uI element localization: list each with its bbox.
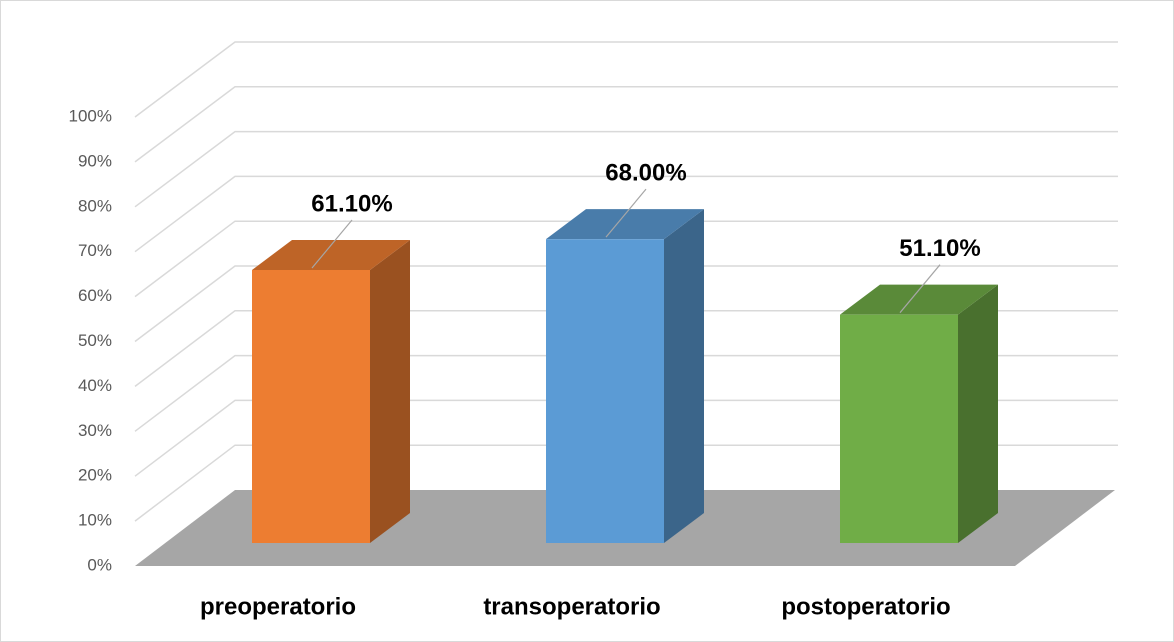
y-tick-label: 90% <box>78 151 112 170</box>
leader-line <box>899 264 941 314</box>
grid-line <box>134 86 1118 163</box>
grid-line <box>134 130 1118 208</box>
bar-top <box>546 209 704 240</box>
bar <box>840 314 958 543</box>
y-tick-label: 100% <box>69 106 112 125</box>
y-tick-label: 80% <box>78 196 112 215</box>
grid-line <box>134 444 1118 522</box>
value-label: 68.00% <box>605 160 686 187</box>
y-tick-label: 10% <box>78 511 112 530</box>
y-tick-label: 0% <box>87 555 112 574</box>
value-label: 61.10% <box>311 190 392 217</box>
bar-side <box>370 240 410 543</box>
y-tick-label: 70% <box>78 241 112 260</box>
y-tick-label: 40% <box>78 376 112 395</box>
x-tick-label: preoperatorio <box>200 593 356 620</box>
y-tick-label: 50% <box>78 331 112 350</box>
y-tick-label: 60% <box>78 286 112 305</box>
grid-line <box>134 220 1118 298</box>
bar-top <box>840 284 998 315</box>
y-tick-label: 30% <box>78 421 112 440</box>
y-tick-label: 20% <box>78 466 112 485</box>
leader-line <box>311 219 353 269</box>
x-tick-label: transoperatorio <box>483 593 660 620</box>
grid-line <box>134 399 1118 477</box>
grid-line <box>134 265 1118 343</box>
bar <box>546 239 664 543</box>
leader-line <box>605 188 647 238</box>
bar-side <box>664 209 704 543</box>
grid-line <box>134 41 1118 118</box>
bar <box>252 270 370 543</box>
grid-line <box>134 354 1118 432</box>
grid-line <box>134 310 1118 387</box>
value-label: 51.10% <box>899 235 980 262</box>
bar-side <box>958 284 998 543</box>
grid-line <box>134 175 1118 253</box>
bar-top <box>252 240 410 270</box>
x-tick-label: postoperatorio <box>781 593 950 620</box>
